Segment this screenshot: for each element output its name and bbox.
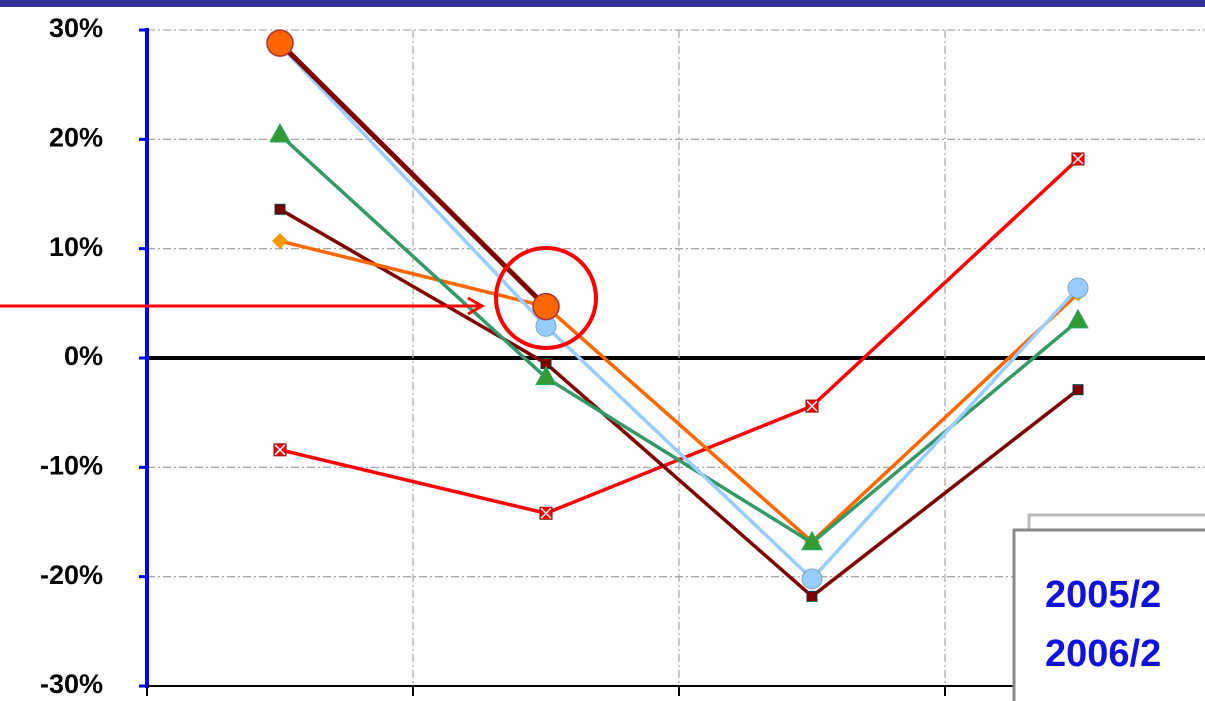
marker	[805, 399, 819, 413]
y-tick-label: -20%	[40, 560, 103, 590]
marker	[1067, 277, 1089, 299]
series-line	[278, 41, 548, 309]
y-tick-label: 0%	[64, 341, 103, 371]
y-tick-label: 10%	[49, 232, 103, 262]
top-bar	[0, 0, 1205, 7]
marker-cross	[1072, 153, 1084, 165]
y-tick-label: -30%	[40, 669, 103, 699]
marker	[273, 443, 287, 457]
arrow-head	[467, 296, 486, 316]
series-line	[279, 239, 1080, 544]
lines	[266, 29, 1089, 602]
y-tick-label: 20%	[49, 122, 103, 152]
marker-cross	[806, 400, 818, 412]
series-line	[278, 44, 1080, 581]
marker	[535, 365, 557, 386]
legend-box	[1012, 528, 1205, 701]
marker	[532, 292, 560, 321]
marker	[1072, 384, 1084, 396]
marker	[1071, 152, 1085, 166]
y-tick-label: -10%	[40, 450, 103, 480]
highlight-circle	[494, 246, 598, 350]
legend-text: 2005/2	[1045, 574, 1161, 616]
marker	[274, 203, 286, 215]
y-tick-label: 30%	[49, 13, 103, 43]
marker	[266, 29, 294, 57]
marker	[539, 506, 553, 520]
series-line	[279, 207, 1080, 599]
marker-cross	[540, 507, 552, 519]
marker-cross	[274, 444, 286, 456]
marker	[269, 122, 291, 143]
legend-text: 2006/2	[1045, 633, 1161, 675]
marker	[1067, 308, 1089, 329]
marker	[272, 233, 288, 250]
marker	[801, 530, 823, 551]
marker	[806, 590, 818, 602]
marker	[801, 568, 823, 590]
